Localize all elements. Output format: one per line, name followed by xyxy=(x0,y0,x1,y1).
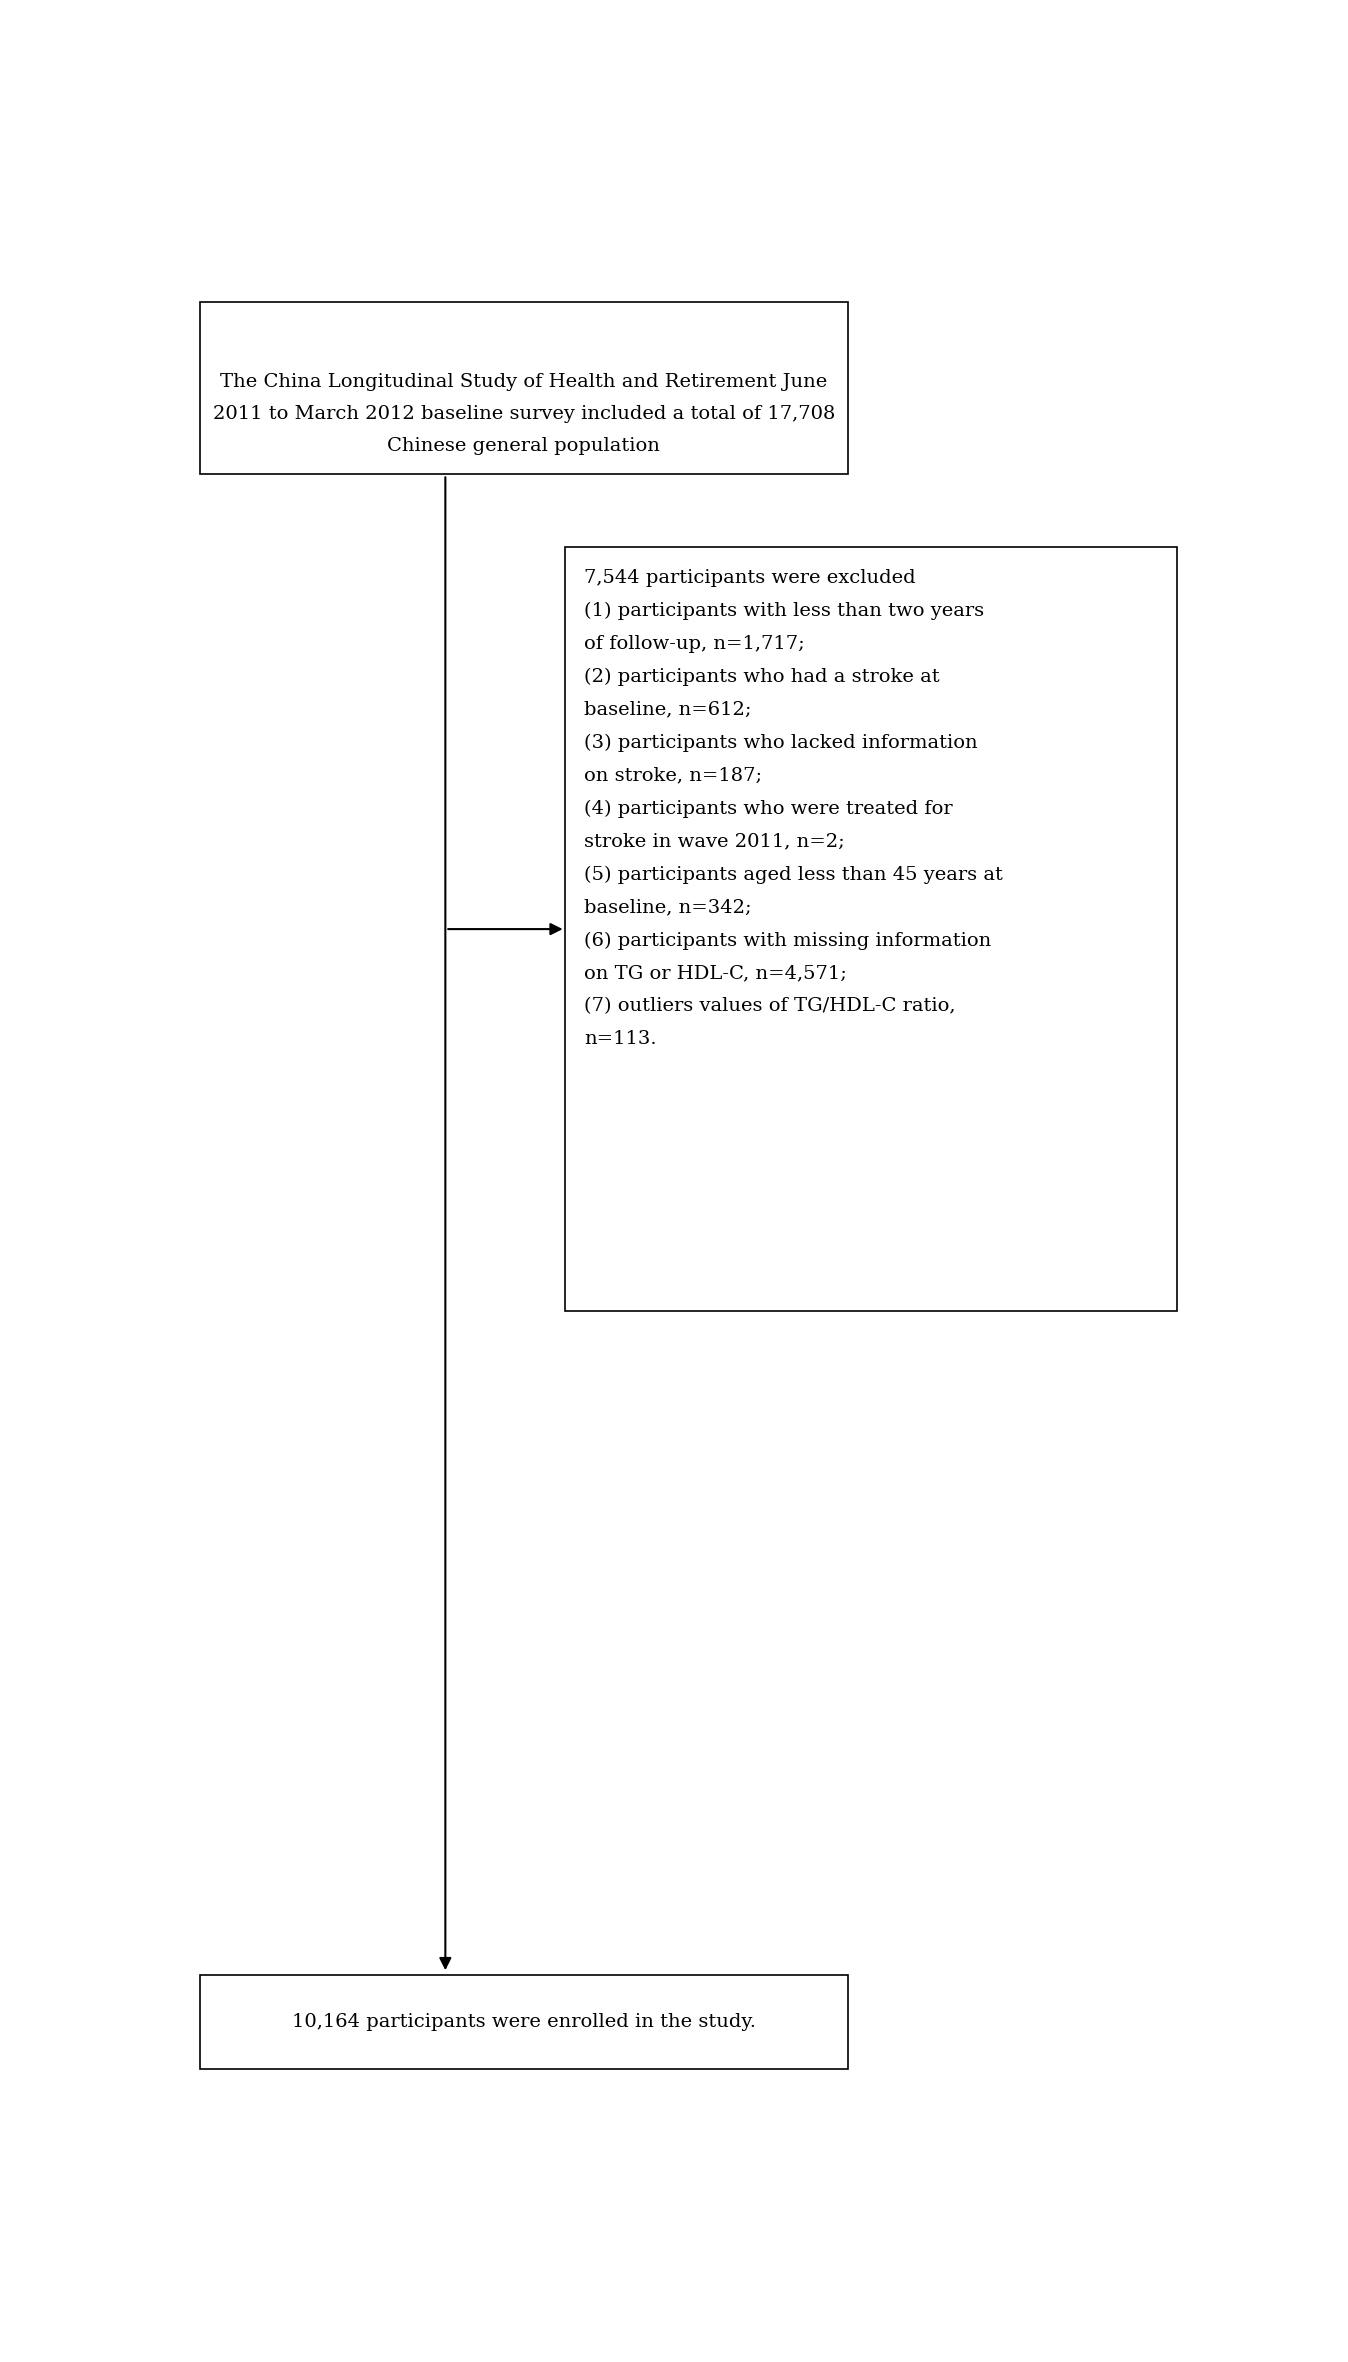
Text: 7,544 participants were excluded
(1) participants with less than two years
of fo: 7,544 participants were excluded (1) par… xyxy=(584,569,1003,1049)
FancyBboxPatch shape xyxy=(200,1975,848,2069)
Text: 10,164 participants were enrolled in the study.: 10,164 participants were enrolled in the… xyxy=(291,2012,756,2031)
Text: The China Longitudinal Study of Health and Retirement June
2011 to March 2012 ba: The China Longitudinal Study of Health a… xyxy=(213,373,834,456)
FancyBboxPatch shape xyxy=(566,548,1177,1311)
FancyBboxPatch shape xyxy=(200,302,848,475)
